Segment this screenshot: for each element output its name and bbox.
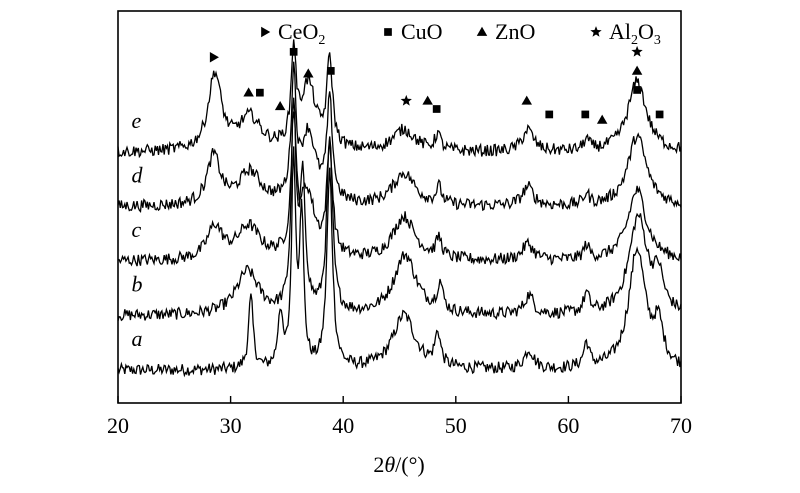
plot-frame: [117, 10, 682, 404]
legend-triangle-right-symbol: [261, 26, 271, 38]
series-b-curve: [117, 97, 682, 322]
legend-star-symbol: [590, 26, 602, 37]
triangle-up-peak-marker: [631, 65, 643, 75]
series-a-label: a: [132, 326, 143, 351]
triangle-up-peak-marker: [521, 95, 532, 105]
square-peak-marker: [655, 110, 664, 119]
triangle-right-peak-marker: [209, 52, 219, 63]
series-e-label: e: [132, 108, 142, 133]
legend-square-symbol: [384, 28, 392, 36]
triangle-up-peak-marker: [243, 87, 254, 97]
legend-triangle-up-symbol: [476, 26, 488, 36]
square-peak-marker: [545, 110, 554, 119]
series-d-label: d: [132, 163, 144, 188]
x-tick-label: 40: [332, 413, 354, 438]
x-tick-label: 70: [670, 413, 692, 438]
square-peak-marker: [581, 110, 590, 119]
legend-entry-label: CuO: [401, 19, 443, 44]
star-peak-marker: [400, 94, 412, 106]
x-tick-label: 30: [220, 413, 242, 438]
triangle-up-peak-marker: [422, 95, 433, 105]
square-peak-marker: [326, 67, 335, 75]
square-peak-marker: [256, 88, 264, 97]
series-b-label: b: [132, 271, 143, 296]
triangle-up-peak-marker: [596, 114, 608, 124]
x-tick-label: 50: [445, 413, 467, 438]
triangle-up-peak-marker: [303, 68, 314, 78]
series-d-curve: [117, 61, 682, 214]
legend-entry-label: CeO2: [278, 19, 325, 48]
x-axis-label: 2θ/(°): [373, 452, 424, 477]
square-peak-marker: [289, 47, 298, 56]
star-peak-marker: [631, 45, 643, 57]
triangle-up-peak-marker: [274, 101, 286, 111]
x-tick-label: 60: [557, 413, 579, 438]
series-c-label: c: [132, 217, 142, 242]
legend-entry-label: ZnO: [495, 19, 535, 44]
square-peak-marker: [633, 86, 641, 94]
series-c-curve: [117, 111, 682, 267]
x-tick-label: 20: [107, 413, 129, 438]
square-peak-marker: [432, 105, 441, 113]
series-a-curve: [117, 146, 682, 378]
series-e-curve: [117, 39, 682, 159]
legend-entry-label: Al2O3: [609, 19, 661, 48]
